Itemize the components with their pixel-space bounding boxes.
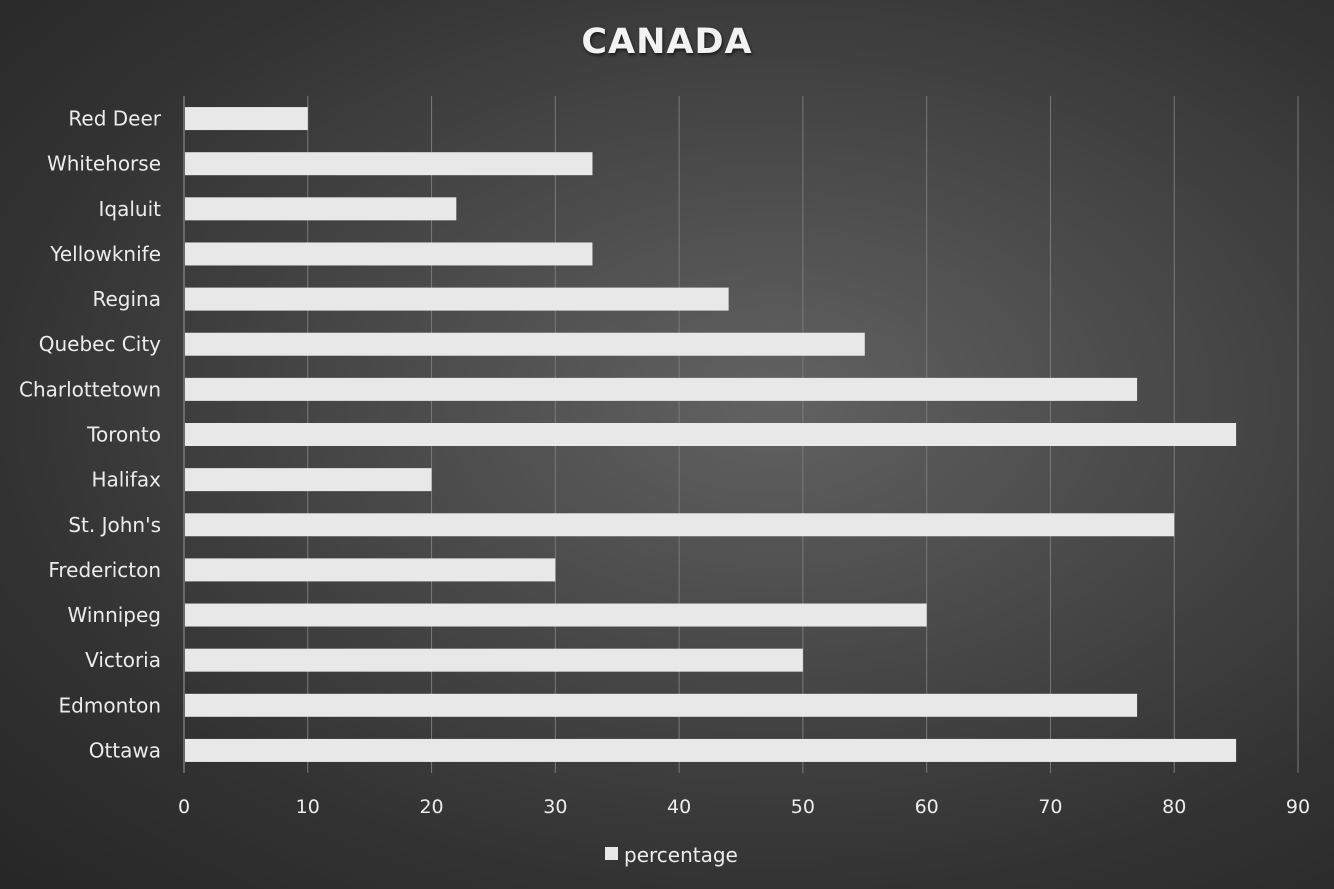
- bar: [185, 377, 1138, 401]
- category-label: Regina: [93, 287, 162, 311]
- bar: [185, 558, 556, 582]
- bars: [185, 107, 1237, 762]
- bar: [185, 603, 927, 627]
- bar: [185, 332, 865, 356]
- category-label: Toronto: [86, 423, 161, 447]
- bar: [185, 648, 803, 672]
- category-label: Whitehorse: [47, 152, 161, 176]
- category-label: Yellowknife: [49, 242, 161, 266]
- bar: [185, 107, 308, 131]
- x-tick-label: 60: [915, 796, 939, 818]
- category-label: Iqaluit: [99, 197, 162, 221]
- bar: [185, 197, 457, 221]
- x-tick-label: 0: [178, 796, 190, 818]
- category-label: Fredericton: [48, 558, 161, 582]
- bar: [185, 152, 593, 176]
- legend: percentage: [605, 843, 738, 867]
- bar: [185, 693, 1138, 717]
- x-tick-label: 90: [1286, 796, 1310, 818]
- bar: [185, 423, 1237, 446]
- x-tick-label: 30: [543, 796, 567, 818]
- category-label: Edmonton: [59, 693, 161, 717]
- category-label: Halifax: [91, 468, 161, 492]
- bar: [185, 513, 1175, 537]
- bar: [185, 468, 432, 492]
- x-tick-label: 20: [419, 796, 443, 818]
- x-tick-label: 10: [296, 796, 320, 818]
- x-tick-label: 40: [667, 796, 691, 818]
- category-label: Victoria: [85, 648, 161, 672]
- x-axis-tick-labels: 0 10 20 30 40 50 60 70 80 90: [178, 796, 1310, 818]
- category-label: Winnipeg: [68, 603, 162, 627]
- x-tick-label: 80: [1162, 796, 1186, 818]
- category-labels: Red Deer Whitehorse Iqaluit Yellowknife Regi…: [19, 107, 162, 763]
- chart-title: CANADA: [581, 22, 753, 62]
- legend-label: percentage: [624, 843, 738, 867]
- x-tick-label: 50: [791, 796, 815, 818]
- category-label: St. John's: [68, 513, 161, 537]
- category-label: Red Deer: [68, 107, 161, 131]
- bar: [185, 242, 593, 266]
- category-label: Charlottetown: [19, 377, 161, 401]
- legend-swatch: [605, 847, 618, 860]
- bar: [185, 738, 1237, 762]
- bar: [185, 287, 729, 311]
- category-label: Quebec City: [39, 332, 161, 356]
- x-tick-label: 70: [1038, 796, 1062, 818]
- category-label: Ottawa: [89, 738, 161, 762]
